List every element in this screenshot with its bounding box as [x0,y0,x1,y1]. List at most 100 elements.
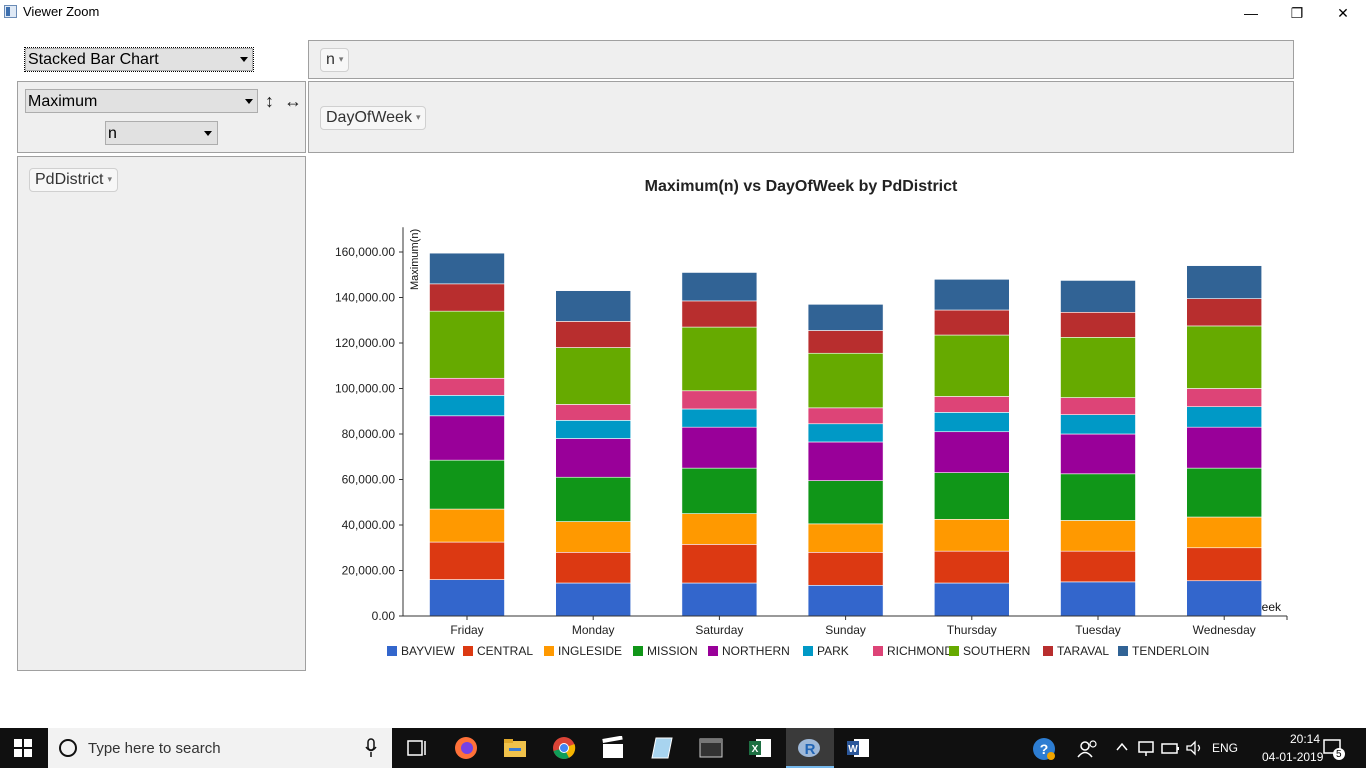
clock-date[interactable]: 04-01-2019 [1262,750,1324,764]
bar-segment[interactable] [555,521,631,553]
bar-segment[interactable] [1060,414,1136,435]
close-button[interactable]: ✕ [1337,4,1349,21]
bar-segment[interactable] [807,352,884,409]
bar-segment[interactable] [555,438,631,478]
bar-segment[interactable] [429,459,505,510]
bar-segment[interactable] [807,551,884,586]
bar-segment[interactable] [429,252,505,285]
row-field-pill[interactable]: PdDistrict ▾ [29,168,118,192]
bar-segment[interactable] [933,412,1010,433]
aggregation-select[interactable]: Maximum [25,89,258,113]
bar-segment[interactable] [933,431,1010,473]
bar-segment[interactable] [933,396,1010,413]
value-field-pill[interactable]: n ▾ [320,48,350,72]
legend-label[interactable]: TENDERLOIN [1132,644,1209,658]
bar-segment[interactable] [933,279,1010,311]
bar-segment[interactable] [555,290,631,322]
bar-segment[interactable] [1060,433,1136,475]
bar-segment[interactable] [429,377,505,396]
microphone-icon[interactable] [365,738,377,758]
bar-segment[interactable] [1186,406,1263,428]
bar-segment[interactable] [681,544,758,584]
windows-start-icon[interactable] [14,739,32,757]
bar-segment[interactable] [429,415,505,461]
bar-segment[interactable] [1060,337,1136,398]
notepad-icon[interactable] [650,736,674,760]
bar-segment[interactable] [1186,516,1263,549]
sort-horizontal-icon[interactable]: ↔ [284,91,302,111]
bar-segment[interactable] [807,480,884,525]
bar-segment[interactable] [429,541,505,580]
bar-segment[interactable] [429,508,505,543]
bar-segment[interactable] [1060,473,1136,521]
column-field-pill[interactable]: DayOfWeek ▾ [320,106,427,130]
bar-segment[interactable] [1186,467,1263,518]
bar-segment[interactable] [681,300,758,328]
terminal-icon[interactable] [699,736,723,760]
bar-segment[interactable] [555,321,631,348]
battery-icon[interactable] [1161,739,1181,757]
chart-type-select[interactable]: Stacked Bar Chart [25,48,253,71]
taskbar-search-box[interactable] [48,728,392,768]
bar-segment[interactable] [1186,325,1263,389]
bar-segment[interactable] [1186,547,1263,582]
clock-time[interactable]: 20:14 [1290,732,1321,746]
bar-segment[interactable] [807,330,884,354]
bar-segment[interactable] [429,579,505,617]
bar-segment[interactable] [1060,581,1136,617]
bar-segment[interactable] [681,272,758,302]
bar-segment[interactable] [681,408,758,428]
r-app-icon[interactable]: R [797,736,821,760]
bar-segment[interactable] [1060,550,1136,583]
firefox-icon[interactable] [454,736,478,760]
bar-segment[interactable] [807,523,884,553]
chrome-icon[interactable] [552,736,576,760]
bar-segment[interactable] [429,395,505,417]
bar-segment[interactable] [555,476,631,522]
bar-segment[interactable] [429,283,505,312]
bar-segment[interactable] [429,310,505,379]
file-explorer-icon[interactable] [503,736,527,760]
task-view-icon[interactable] [405,736,429,760]
bar-segment[interactable] [555,582,631,617]
bar-segment[interactable] [1186,426,1263,469]
bar-segment[interactable] [807,304,884,331]
volume-icon[interactable] [1185,739,1205,757]
legend-label[interactable]: BAYVIEW [401,644,455,658]
legend-label[interactable]: RICHMOND [887,644,953,658]
bar-segment[interactable] [555,420,631,439]
legend-label[interactable]: NORTHERN [722,644,790,658]
bar-segment[interactable] [933,550,1010,584]
bar-segment[interactable] [1186,298,1263,327]
chevron-up-icon[interactable] [1115,740,1129,754]
bar-segment[interactable] [807,407,884,425]
legend-label[interactable]: TARAVAL [1057,644,1109,658]
bar-segment[interactable] [807,441,884,481]
bar-segment[interactable] [681,426,758,469]
video-editor-icon[interactable] [601,735,625,760]
bar-segment[interactable] [807,584,884,617]
excel-icon[interactable]: X [748,736,772,760]
bar-segment[interactable] [681,326,758,392]
language-indicator[interactable]: ENG [1212,741,1239,755]
bar-segment[interactable] [933,472,1010,520]
legend-label[interactable]: PARK [817,644,849,658]
bar-segment[interactable] [1060,311,1136,338]
notifications-icon[interactable] [1322,737,1346,761]
measure-select[interactable]: n [105,121,218,145]
bar-segment[interactable] [681,582,758,617]
bar-segment[interactable] [1186,388,1263,408]
bar-segment[interactable] [555,551,631,584]
help-icon[interactable]: ? [1032,737,1056,761]
bar-segment[interactable] [555,347,631,405]
sort-vertical-icon[interactable]: ↕ [265,91,274,111]
bar-segment[interactable] [1186,265,1263,299]
word-icon[interactable]: W [846,736,870,760]
bar-segment[interactable] [681,467,758,514]
legend-label[interactable]: INGLESIDE [558,644,622,658]
bar-segment[interactable] [933,309,1010,336]
network-icon[interactable] [1137,739,1157,757]
bar-segment[interactable] [1186,580,1263,617]
minimize-button[interactable]: — [1244,5,1258,21]
bar-segment[interactable] [681,513,758,545]
